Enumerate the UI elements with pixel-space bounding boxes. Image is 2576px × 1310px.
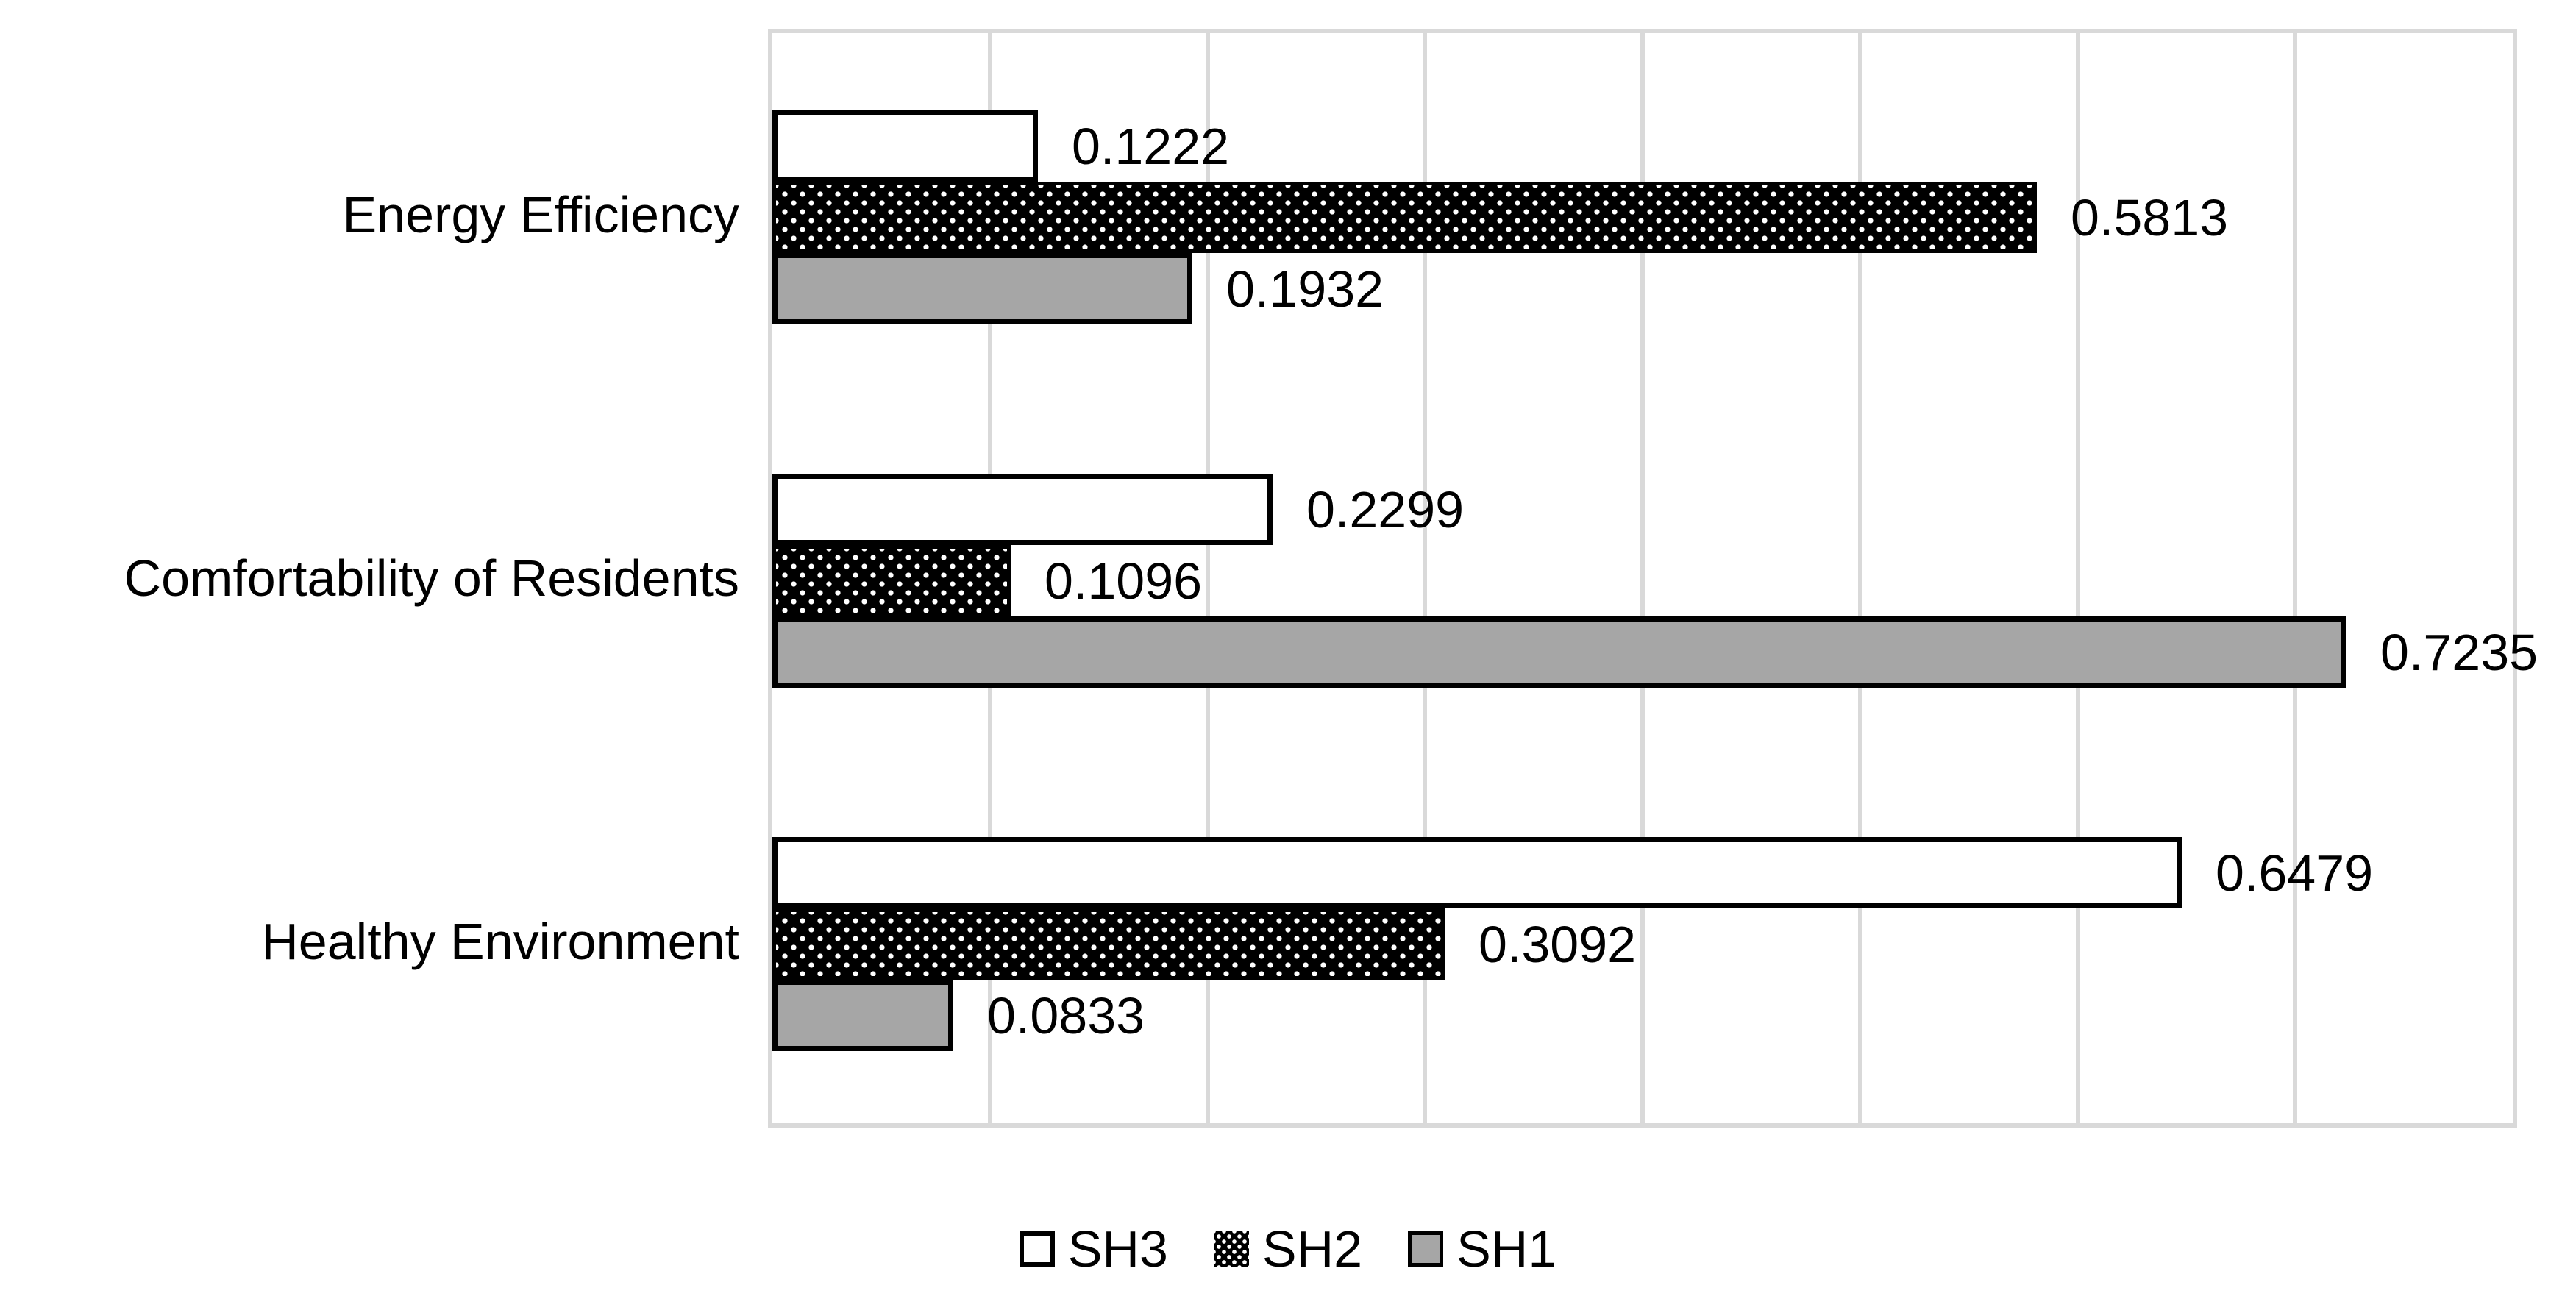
gridline bbox=[1423, 33, 1427, 1123]
gridline bbox=[2076, 33, 2080, 1123]
bar-sh1-healthy-environment bbox=[772, 980, 953, 1051]
value-label-sh2-comfortability-of-residents: 0.1096 bbox=[1045, 552, 1203, 610]
legend-label-sh2: SH2 bbox=[1262, 1220, 1363, 1278]
value-label-sh3-healthy-environment: 0.6479 bbox=[2216, 844, 2374, 902]
value-label-sh3-energy-efficiency: 0.1222 bbox=[1072, 118, 1230, 175]
legend-swatch-sh2 bbox=[1213, 1231, 1249, 1267]
category-label-comfortability-of-residents: Comfortability of Residents bbox=[124, 549, 739, 607]
value-label-sh1-healthy-environment: 0.0833 bbox=[987, 987, 1145, 1044]
value-label-sh1-comfortability-of-residents: 0.7235 bbox=[2380, 624, 2538, 681]
bar-sh2-energy-efficiency bbox=[772, 182, 2037, 253]
legend-label-sh3: SH3 bbox=[1067, 1220, 1168, 1278]
category-label-healthy-environment: Healthy Environment bbox=[261, 912, 739, 970]
gridline bbox=[1858, 33, 1862, 1123]
plot-area bbox=[768, 29, 2517, 1128]
legend: SH3 SH2 SH1 bbox=[0, 1214, 2576, 1284]
value-label-sh3-comfortability-of-residents: 0.2299 bbox=[1306, 481, 1465, 538]
category-label-energy-efficiency: Energy Efficiency bbox=[342, 185, 739, 243]
bar-sh1-comfortability-of-residents bbox=[772, 616, 2346, 688]
bar-sh2-comfortability-of-residents bbox=[772, 545, 1011, 616]
legend-label-sh1: SH1 bbox=[1456, 1220, 1557, 1278]
bar-sh1-energy-efficiency bbox=[772, 253, 1192, 324]
bar-sh3-healthy-environment bbox=[772, 837, 2182, 908]
legend-item-sh2: SH2 bbox=[1213, 1220, 1363, 1278]
gridline bbox=[2293, 33, 2297, 1123]
bar-sh3-energy-efficiency bbox=[772, 110, 1038, 182]
value-label-sh1-energy-efficiency: 0.1932 bbox=[1226, 260, 1384, 318]
gridline bbox=[1206, 33, 1210, 1123]
value-label-sh2-healthy-environment: 0.3092 bbox=[1479, 916, 1637, 973]
bar-sh3-comfortability-of-residents bbox=[772, 474, 1273, 545]
gridline bbox=[1640, 33, 1645, 1123]
legend-swatch-sh3 bbox=[1019, 1231, 1055, 1267]
legend-item-sh1: SH1 bbox=[1408, 1223, 1556, 1275]
value-label-sh2-energy-efficiency: 0.5813 bbox=[2071, 189, 2229, 246]
legend-item-sh3: SH3 bbox=[1019, 1220, 1168, 1278]
bar-sh2-healthy-environment bbox=[772, 908, 1445, 980]
legend-swatch-sh1 bbox=[1408, 1231, 1444, 1267]
